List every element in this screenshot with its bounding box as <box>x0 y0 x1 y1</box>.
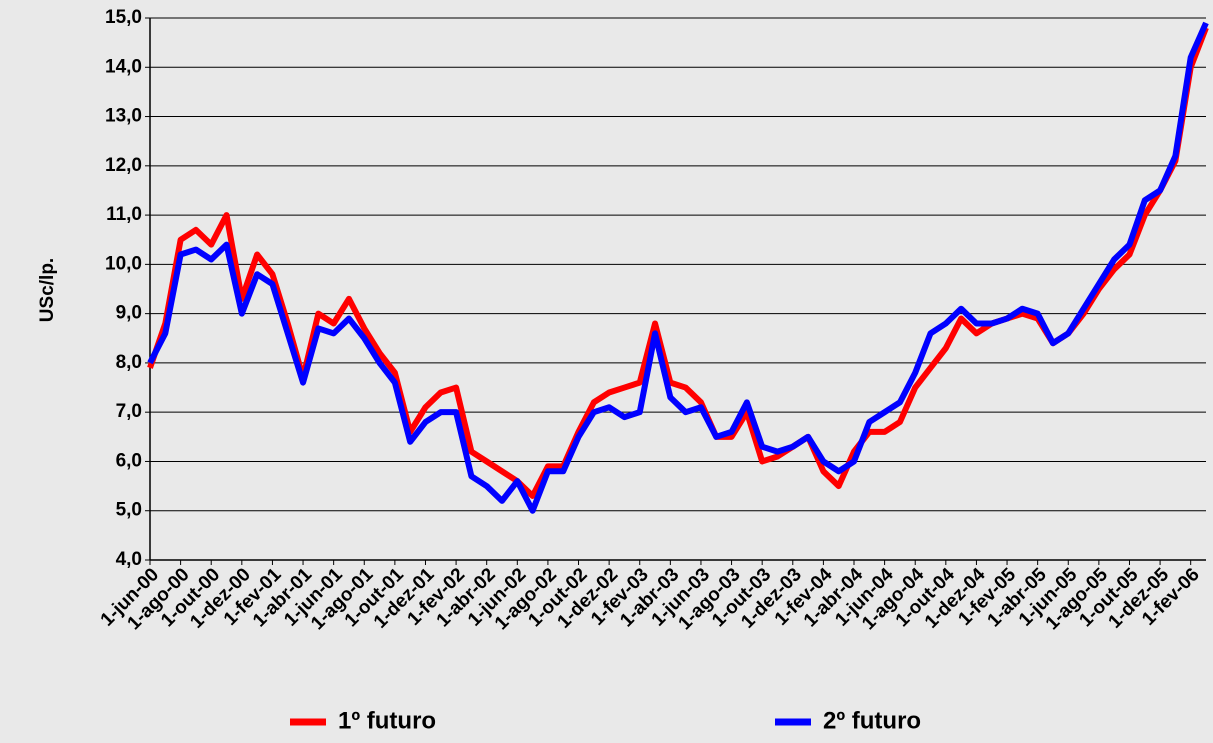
y-tick-label: 7,0 <box>116 401 142 422</box>
y-tick-label: 8,0 <box>116 352 142 373</box>
y-tick-label: 5,0 <box>116 500 142 521</box>
series-line <box>147 26 1209 499</box>
legend-label: 2º futuro <box>823 707 921 734</box>
y-tick-label: 14,0 <box>105 56 142 77</box>
legend-label: 1º futuro <box>338 707 436 734</box>
series-line <box>147 21 1209 514</box>
y-axis-title: USc/lp. <box>37 258 58 322</box>
y-tick-label: 9,0 <box>116 303 142 324</box>
y-tick-label: 10,0 <box>105 253 142 274</box>
y-tick-label: 11,0 <box>106 204 142 225</box>
y-tick-label: 15,0 <box>105 7 142 28</box>
y-tick-label: 13,0 <box>105 106 142 127</box>
y-tick-label: 12,0 <box>105 155 142 176</box>
y-tick-label: 4,0 <box>116 549 142 570</box>
y-tick-label: 6,0 <box>116 450 142 471</box>
